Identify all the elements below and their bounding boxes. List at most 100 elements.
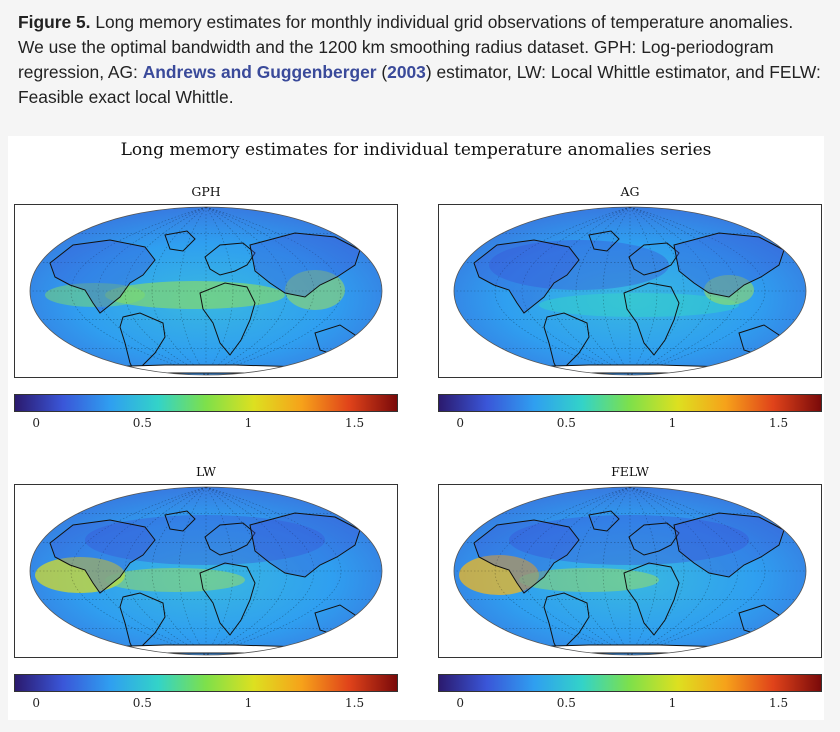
continent-africa	[199, 562, 256, 636]
world-map-felw	[438, 484, 822, 658]
world-map-lw	[14, 484, 398, 658]
gridline-lon	[97, 487, 207, 655]
colorbar-tick-label: 0.5	[132, 416, 152, 430]
colorbar-tick-label: 0	[456, 696, 465, 710]
gridline-lon	[124, 487, 207, 655]
continent-africa	[623, 282, 680, 356]
colorbar-tick-label: 1	[668, 416, 677, 430]
colorbar-tick-label: 1	[244, 696, 253, 710]
continent-greenland	[588, 230, 620, 252]
continent-south-america	[543, 592, 590, 654]
caption-text-1: Long memory estimates for monthly indivi…	[18, 12, 794, 82]
continent-north-america	[49, 519, 156, 594]
colorbar-ag	[438, 394, 822, 412]
caption-paren-close: )	[425, 62, 432, 82]
panel-title-lw: LW	[195, 464, 217, 479]
gridline-lon	[151, 487, 207, 655]
colorbar-tick-label: 0	[456, 416, 465, 430]
continent-europe	[204, 242, 256, 276]
continent-asia	[249, 232, 361, 298]
continent-africa	[199, 282, 256, 356]
colorbar-tick-label: 0.5	[556, 416, 576, 430]
continent-south-america	[119, 312, 166, 374]
gridline-lon	[205, 487, 288, 655]
colorbar-tick-label: 1.5	[345, 416, 365, 430]
continent-north-america	[473, 519, 580, 594]
gridline-lon	[629, 207, 685, 375]
map-outline	[453, 206, 807, 376]
gridline-lon	[575, 207, 631, 375]
anomaly-region-gph-2	[45, 283, 145, 307]
citation-link-year[interactable]: 2003	[387, 62, 426, 82]
continent-europe	[628, 242, 680, 276]
continent-antarctica	[83, 644, 317, 654]
gridline-lon	[629, 487, 685, 655]
colorbar-tick-label: 1	[668, 696, 677, 710]
figure-label: Figure 5.	[18, 12, 91, 32]
anomaly-region-ag-0	[539, 293, 739, 317]
map-svg-ag	[453, 206, 807, 376]
caption-paren-open: (	[376, 62, 388, 82]
figure-image: Long memory estimates for individual tem…	[8, 136, 824, 720]
colorbar-tick-label: 0	[32, 416, 41, 430]
continent-north-america	[49, 239, 156, 314]
anomaly-region-ag-1	[704, 275, 754, 305]
gridline-lon	[205, 487, 341, 655]
continent-antarctica	[507, 644, 741, 654]
continent-europe	[628, 522, 680, 556]
map-outline	[29, 486, 383, 656]
gridline-lon	[124, 207, 207, 375]
continent-greenland	[164, 230, 196, 252]
gridline-lon	[629, 487, 765, 655]
world-map-gph	[14, 204, 398, 378]
gridline-lon	[205, 487, 261, 655]
continent-europe	[204, 522, 256, 556]
anomaly-region-lw-1	[105, 568, 245, 592]
gridline-lon	[629, 207, 712, 375]
colorbar-lw	[14, 674, 398, 692]
gridline-lon	[205, 207, 288, 375]
caption-text-2: estimator, LW: Local Whittle estimator, …	[18, 62, 821, 107]
panel-title-felw: FELW	[611, 464, 649, 479]
gridline-lon	[205, 207, 261, 375]
gridline-lon	[548, 207, 631, 375]
colorbar-tick-label: 0	[32, 696, 41, 710]
continent-north-america	[473, 239, 580, 314]
gridline-lon	[521, 487, 631, 655]
continent-south-america	[543, 312, 590, 374]
continent-asia	[673, 232, 785, 298]
continent-antarctica	[83, 364, 317, 374]
continent-south-america	[119, 592, 166, 654]
continent-greenland	[164, 510, 196, 532]
citation-link-authors[interactable]: Andrews and Guggenberger	[142, 62, 377, 82]
gridline-lon	[521, 207, 631, 375]
colorbar-tick-label: 0.5	[132, 696, 152, 710]
gridline-lon	[97, 207, 207, 375]
gridline-lon	[629, 487, 739, 655]
gridline-lon	[495, 207, 631, 375]
map-svg-gph	[29, 206, 383, 376]
map-svg-felw	[453, 486, 807, 656]
continent-greenland	[588, 510, 620, 532]
colorbar-gph	[14, 394, 398, 412]
gridline-lon	[205, 207, 315, 375]
continent-antarctica	[507, 364, 741, 374]
gridline-lon	[575, 487, 631, 655]
map-outline	[29, 206, 383, 376]
gridline-lon	[71, 207, 207, 375]
anomaly-region-lw-0	[35, 557, 125, 593]
colorbar-ticks-lw: 0 0.5 1 1.5	[14, 696, 398, 712]
anomaly-region-gph-0	[105, 281, 285, 309]
panel-title-ag: AG	[620, 184, 640, 199]
continent-asia	[249, 512, 361, 578]
continent-africa	[623, 562, 680, 636]
map-svg-lw	[29, 486, 383, 656]
colorbar-tick-label: 0.5	[556, 696, 576, 710]
colorbar-tick-label: 1.5	[769, 696, 789, 710]
gridline-lon	[205, 487, 315, 655]
colorbar-ticks-felw: 0 0.5 1 1.5	[438, 696, 822, 712]
gridline-lon	[548, 487, 631, 655]
colorbar-tick-label: 1	[244, 416, 253, 430]
colorbar-ticks-ag: 0 0.5 1 1.5	[438, 416, 822, 432]
map-outline	[453, 486, 807, 656]
